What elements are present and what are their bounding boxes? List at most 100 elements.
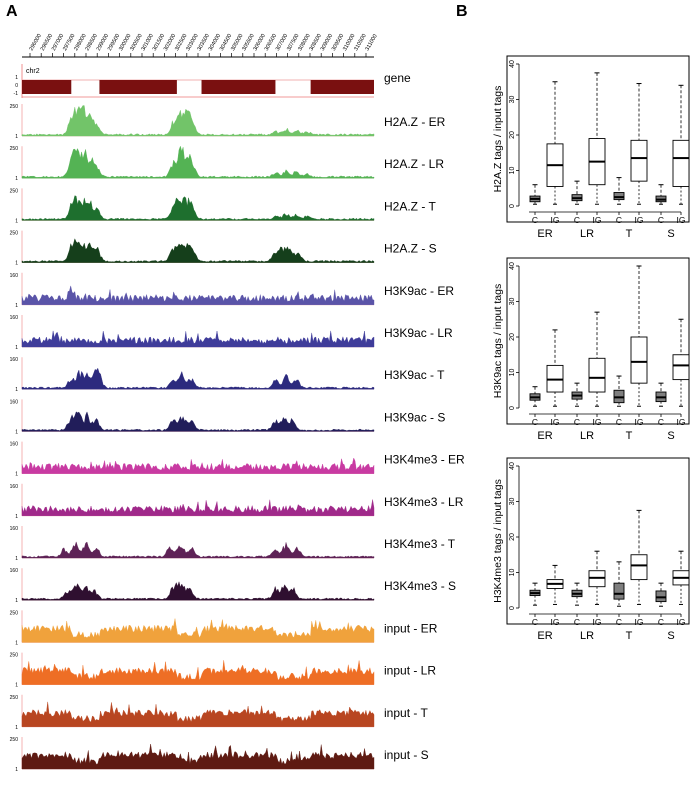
box-type-label: C [574, 617, 580, 627]
y-axis-label: H3K9ac tags / input tags [492, 284, 504, 398]
box-element [546, 564, 564, 605]
group-label: LR [580, 228, 594, 240]
track-ymin-label: 1 [15, 640, 18, 646]
track-label: H3K9ac - S [384, 410, 445, 424]
track-label: H3K9ac - T [384, 368, 445, 382]
signal-area [21, 238, 375, 263]
signal-track: 250 1 input - ER [10, 610, 438, 646]
box-element [630, 83, 648, 205]
y-tick-label: 0 [509, 204, 516, 208]
signal-area [21, 541, 375, 559]
group-label: ER [537, 630, 552, 642]
y-tick-label: 30 [509, 96, 516, 104]
y-tick-label: 20 [509, 131, 516, 139]
coordinate-ruler: 2960002965002970002975002980002985002990… [22, 33, 379, 58]
signal-track: 160 1 H3K4me3 - T [10, 526, 456, 562]
track-ymin-label: 1 [15, 429, 18, 435]
y-tick-label: 0 [509, 406, 516, 410]
track-label: H2A.Z - T [384, 199, 436, 213]
track-label: input - LR [384, 664, 436, 678]
signal-area [21, 105, 375, 137]
box-iqr [588, 357, 606, 393]
box-element [588, 550, 606, 605]
track-ymax-label: 250 [10, 695, 19, 701]
box-type-label: C [616, 215, 622, 225]
box-element [546, 81, 564, 205]
signal-area [21, 195, 375, 221]
panel-b-label: B [456, 3, 468, 20]
box-type-label: IG [635, 215, 644, 225]
gene-exon [99, 80, 177, 94]
gene-track: chr2 1 0 -1 gene [14, 64, 411, 98]
track-ymax-label: 250 [10, 104, 19, 110]
signal-track: 160 1 H3K9ac - S [10, 399, 445, 435]
track-label: H3K9ac - ER [384, 284, 454, 298]
track-ymax-label: 250 [10, 737, 19, 743]
signal-track: 160 1 H3K9ac - LR [10, 315, 453, 351]
box-iqr [613, 582, 625, 600]
track-ymin-label: 1 [15, 303, 18, 309]
track-ymin-label: 1 [15, 725, 18, 731]
box-type-label: IG [593, 215, 602, 225]
track-ymax-label: 160 [10, 442, 19, 448]
y-tick-label: 10 [509, 369, 516, 377]
gene-ytick-label: 0 [15, 83, 18, 89]
track-ymin-label: 1 [15, 387, 18, 393]
track-ymax-label: 160 [10, 526, 19, 532]
track-label: H2A.Z - LR [384, 157, 444, 171]
box-type-label: C [532, 617, 538, 627]
box-element [529, 582, 541, 606]
signal-track: 160 1 H3K4me3 - LR [10, 483, 464, 520]
track-ymin-label: 1 [15, 683, 18, 689]
box-element [571, 382, 583, 407]
box-element [630, 509, 648, 605]
track-ymax-label: 160 [10, 484, 19, 490]
track-ymax-label: 250 [10, 146, 19, 152]
signal-area [21, 581, 375, 601]
track-ymax-label: 160 [10, 568, 19, 574]
track-ymin-label: 1 [15, 261, 18, 267]
gene-exon [22, 80, 72, 94]
group-label: T [626, 630, 633, 642]
box-type-label: C [532, 215, 538, 225]
signal-area [21, 660, 375, 685]
boxplot-panel: 0 10 20 30 40 H2A.Z tags / input tags C IG ER C IG… [492, 55, 690, 642]
box-type-label: IG [677, 617, 686, 627]
track-label: input - ER [384, 621, 438, 635]
y-tick-label: 10 [509, 569, 516, 577]
track-label: H3K4me3 - ER [384, 453, 465, 467]
box-type-label: C [574, 215, 580, 225]
signal-track: 250 1 H2A.Z - LR [10, 145, 444, 182]
group-label: ER [537, 430, 552, 442]
y-tick-label: 30 [509, 298, 516, 306]
panel-a-label: A [6, 3, 18, 20]
y-tick-label: 0 [509, 606, 516, 610]
signal-track: 250 1 H2A.Z - S [10, 230, 437, 267]
group-label: S [667, 630, 674, 642]
signal-track: 160 1 H3K9ac - T [10, 357, 445, 393]
track-label: H3K4me3 - LR [384, 495, 464, 509]
box-type-label: IG [593, 617, 602, 627]
box-iqr [630, 336, 648, 384]
track-ymax-label: 250 [10, 610, 19, 616]
track-label: H3K4me3 - S [384, 579, 456, 593]
signal-track: 250 1 input - S [10, 737, 429, 773]
signal-area [21, 499, 375, 516]
track-ymax-label: 250 [10, 231, 19, 237]
track-ymin-label: 1 [15, 345, 18, 351]
box-element [613, 177, 625, 205]
box-element [655, 382, 667, 407]
y-tick-label: 40 [509, 462, 516, 470]
boxplot-chart: 0 10 20 30 40 H3K9ac tags / input tags C IG ER C I… [492, 257, 690, 442]
y-axis-label: H3K4me3 tags / input tags [492, 479, 504, 603]
box-type-label: C [658, 215, 664, 225]
genome-browser-panel: 2960002965002970002975002980002985002990… [10, 33, 465, 773]
y-axis-label: H2A.Z tags / input tags [492, 86, 504, 193]
boxplot-frame [506, 55, 690, 223]
box-element [672, 550, 690, 605]
track-label: input - T [384, 706, 428, 720]
track-ymin-label: 1 [15, 218, 18, 224]
group-label: ER [537, 228, 552, 240]
box-type-label: C [616, 617, 622, 627]
track-ymin-label: 1 [15, 767, 18, 773]
